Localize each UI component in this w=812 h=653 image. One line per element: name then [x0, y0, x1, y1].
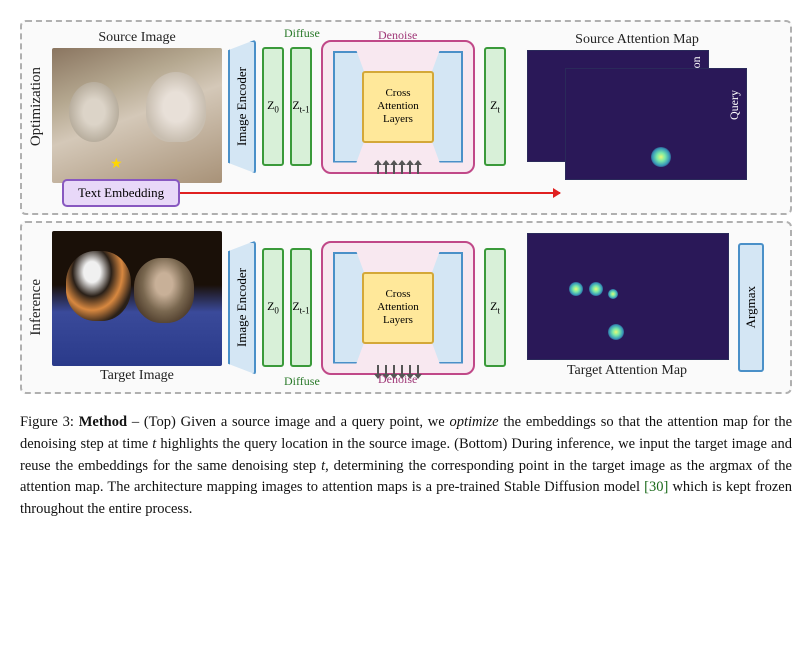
argmax-block: Argmax	[738, 243, 764, 372]
zt1-bottom: Zt-1	[290, 248, 312, 367]
zt-bottom: Zt	[484, 248, 506, 367]
side-label-inference: Inference	[28, 279, 46, 336]
optimization-panel: Optimization Source Image ★ Image Encode…	[20, 20, 792, 215]
text-embedding-row: Text Embedding	[62, 179, 560, 207]
target-attn-title: Target Attention Map	[567, 363, 687, 379]
image-encoder-top: Image Encoder	[228, 40, 256, 174]
image-encoder-bottom: Image Encoder	[228, 241, 256, 375]
diffuse-label-bottom: Diffuse	[284, 374, 320, 389]
citation-ref: [30]	[644, 479, 668, 495]
source-image-label: Source Image	[98, 30, 175, 46]
diagram-panels: Optimization Source Image ★ Image Encode…	[20, 20, 792, 394]
text-embedding-box: Text Embedding	[62, 179, 180, 207]
diffuse-label-top: Diffuse	[284, 26, 320, 41]
z0-bottom: Z0	[262, 248, 284, 367]
attn-query-map: Query	[565, 68, 747, 180]
side-label-optimization: Optimization	[28, 67, 46, 146]
figure-caption: Figure 3: Method – (Top) Given a source …	[20, 412, 792, 521]
target-attn-stack	[527, 233, 727, 361]
source-image-stack: Source Image ★	[52, 30, 222, 183]
unet-bottom: Cross Attention Layers Denoise Diffuse	[318, 233, 478, 383]
unet-outer-top: Cross Attention Layers	[321, 40, 475, 174]
inference-panel: Inference Target Image Image Encoder Z0 …	[20, 221, 792, 394]
figure-container: Optimization Source Image ★ Image Encode…	[20, 20, 792, 521]
source-attention-wrap: Source Attention Map Prediction Query	[522, 32, 752, 182]
unet-top: Diffuse Denoise Cross Attention Layers	[318, 32, 478, 182]
figure-number: Figure 3:	[20, 414, 74, 430]
target-attention-wrap: Target Attention Map	[522, 233, 732, 383]
target-attn-map	[527, 233, 729, 360]
source-attn-title: Source Attention Map	[575, 32, 699, 48]
cross-attention-box-bottom: Cross Attention Layers	[362, 272, 434, 344]
cross-attention-box-top: Cross Attention Layers	[362, 71, 434, 143]
target-image-stack: Target Image	[52, 231, 222, 384]
zt1-top: Zt-1	[290, 47, 312, 166]
denoise-label-bottom: Denoise	[378, 372, 417, 387]
target-image	[52, 231, 222, 366]
query-point-star: ★	[110, 156, 123, 173]
text-emb-arrows-top	[377, 164, 419, 174]
target-image-label: Target Image	[100, 368, 174, 384]
source-image: ★	[52, 48, 222, 183]
unet-outer-bottom: Cross Attention Layers	[321, 241, 475, 375]
optimize-arrow	[180, 192, 560, 194]
z0-top: Z0	[262, 47, 284, 166]
zt-top: Zt	[484, 47, 506, 166]
source-attn-stack: Prediction Query	[527, 50, 747, 180]
query-label: Query	[727, 90, 742, 120]
figure-title: Method	[79, 414, 127, 430]
